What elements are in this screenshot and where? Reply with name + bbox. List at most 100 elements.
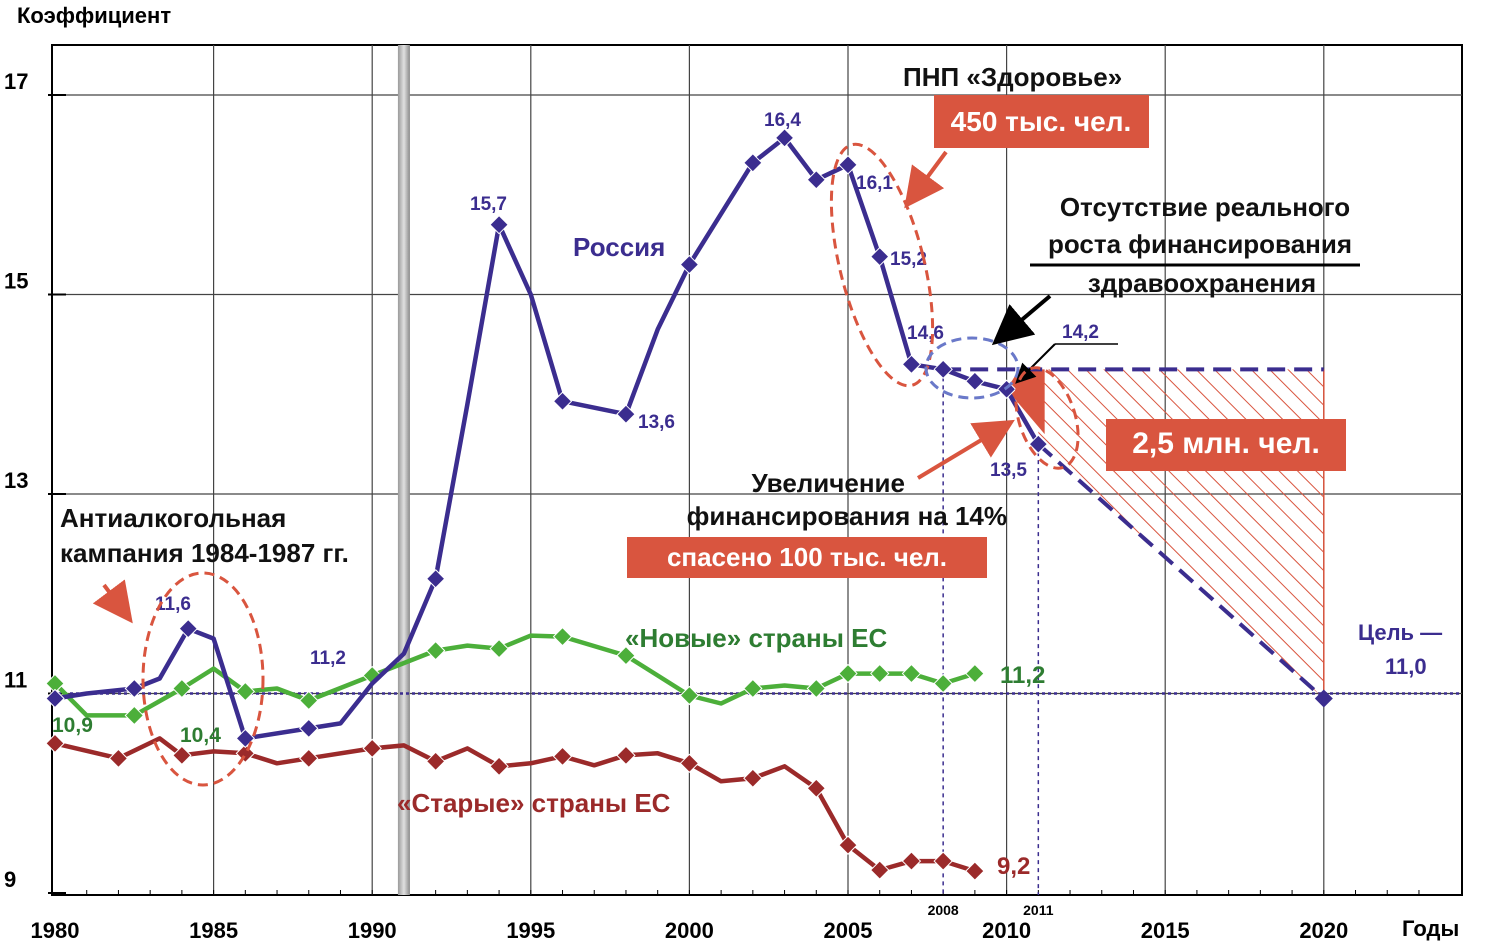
x-axis-title: Годы bbox=[1402, 916, 1459, 941]
point-label-new-eu: 11,2 bbox=[1000, 662, 1045, 689]
x-tick-label: 2015 bbox=[1141, 918, 1190, 943]
data-point-marker bbox=[235, 681, 256, 702]
data-point-marker bbox=[933, 359, 953, 380]
pnp-title: ПНП «Здоровье» bbox=[903, 62, 1122, 92]
x-extra-tick-label: 2008 bbox=[928, 902, 959, 918]
series-label-old-eu: «Старые» страны ЕС bbox=[397, 788, 671, 818]
point-label-ru: 13,6 bbox=[638, 412, 675, 433]
point-label-ru: 15,2 bbox=[890, 249, 927, 270]
point-label-ru: 15,7 bbox=[470, 194, 507, 215]
data-point-marker bbox=[616, 404, 636, 424]
x-tick-label: 1995 bbox=[506, 918, 555, 943]
point-label-ru: 14,2 bbox=[1062, 322, 1099, 343]
series-layer bbox=[45, 128, 1333, 881]
data-point-marker bbox=[489, 214, 509, 235]
x-tick-label: 1990 bbox=[348, 918, 397, 943]
data-point-marker bbox=[933, 851, 953, 871]
data-point-marker bbox=[299, 718, 319, 739]
point-label-new-eu: 10,9 bbox=[52, 714, 93, 737]
x-tick-label: 1980 bbox=[31, 918, 80, 943]
data-point-marker bbox=[679, 685, 700, 706]
series-label-russia: Россия bbox=[573, 232, 665, 262]
data-point-marker bbox=[425, 640, 446, 661]
y-tick-label: 11 bbox=[4, 668, 27, 693]
data-point-marker bbox=[870, 663, 890, 684]
increase-highlight-ellipse bbox=[1014, 366, 1080, 470]
data-point-marker bbox=[965, 663, 985, 684]
point-label-ru: 10,4 bbox=[180, 724, 221, 747]
data-point-marker bbox=[552, 626, 573, 647]
data-point-marker bbox=[965, 861, 985, 881]
target-point-marker bbox=[1314, 689, 1333, 708]
absence-arrow bbox=[991, 294, 1052, 346]
data-point-marker bbox=[362, 738, 382, 759]
y-axis-title: Коэффициент bbox=[17, 3, 171, 28]
data-point-marker bbox=[870, 246, 890, 267]
data-point-marker bbox=[489, 638, 509, 659]
saved-box bbox=[627, 537, 987, 578]
increase-arrow bbox=[916, 419, 1015, 480]
data-point-marker bbox=[838, 835, 858, 855]
data-point-marker bbox=[552, 746, 573, 767]
data-point-marker bbox=[45, 733, 65, 754]
data-point-marker bbox=[806, 170, 826, 190]
data-point-marker bbox=[425, 569, 446, 589]
y-tick-label: 15 bbox=[4, 269, 28, 294]
y-tick-label: 17 bbox=[4, 69, 28, 94]
data-point-marker bbox=[616, 645, 636, 666]
x-tick-label: 2020 bbox=[1299, 918, 1348, 943]
data-point-marker bbox=[679, 254, 700, 275]
increase-label-line2: финансирования на 14% bbox=[687, 501, 1007, 531]
target-value: 11,0 bbox=[1385, 654, 1427, 679]
x-tick-label: 2010 bbox=[982, 918, 1031, 943]
data-point-marker bbox=[774, 128, 795, 148]
x-tick-label: 1985 bbox=[189, 918, 238, 943]
x-tick-label: 2000 bbox=[665, 918, 714, 943]
saved-box-text: спасено 100 тыс. чел. bbox=[667, 542, 947, 572]
data-point-marker bbox=[679, 753, 700, 774]
data-point-marker bbox=[425, 751, 446, 772]
data-point-marker bbox=[299, 690, 319, 711]
increase-label-line1: Увеличение bbox=[752, 468, 906, 498]
data-point-marker bbox=[124, 678, 145, 699]
data-point-marker bbox=[870, 860, 890, 880]
point-label-ru: 11,6 bbox=[155, 594, 191, 615]
data-point-marker bbox=[806, 678, 826, 699]
data-point-marker bbox=[108, 748, 129, 769]
data-point-marker bbox=[901, 663, 922, 684]
antialc-label-line1: Антиалкогольная bbox=[60, 503, 286, 533]
y-tick-label: 9 bbox=[4, 867, 16, 892]
data-point-marker bbox=[806, 778, 826, 798]
ussr-collapse-band bbox=[397, 45, 410, 895]
projection-decline-line bbox=[1036, 442, 1326, 700]
pnp-box-text: 450 тыс. чел. bbox=[951, 106, 1132, 137]
target-label: Цель — bbox=[1358, 620, 1442, 645]
antialc-arrow bbox=[92, 579, 133, 624]
absence-label-line1: Отсутствие реального bbox=[1060, 192, 1350, 222]
point-label-ru: 14,6 bbox=[907, 323, 944, 344]
data-point-marker bbox=[743, 768, 763, 788]
data-point-marker bbox=[124, 705, 145, 726]
mln-box bbox=[1106, 419, 1346, 471]
data-point-marker bbox=[965, 371, 985, 391]
antialc-label-line2: кампания 1984-1987 гг. bbox=[60, 538, 349, 568]
point-label-ru: 16,1 bbox=[856, 173, 893, 194]
pnp-highlight-ellipse bbox=[829, 142, 935, 388]
series-line-russia bbox=[52, 135, 1041, 741]
pnp-box bbox=[934, 95, 1149, 148]
pnp-arrow bbox=[904, 150, 948, 209]
data-point-marker bbox=[45, 688, 65, 709]
data-point-marker bbox=[172, 745, 192, 766]
point-label-ru: 16,4 bbox=[764, 110, 801, 131]
data-point-marker bbox=[172, 678, 192, 699]
projection-area bbox=[943, 367, 1326, 700]
data-point-marker bbox=[838, 155, 858, 175]
absence-label-line3: здравоохранения bbox=[1088, 268, 1316, 298]
data-point-marker bbox=[235, 743, 256, 764]
data-point-marker bbox=[178, 618, 198, 639]
data-point-marker bbox=[743, 678, 763, 699]
point-label-ru: 11,2 bbox=[310, 648, 346, 669]
point-label-old-eu: 9,2 bbox=[997, 853, 1030, 880]
